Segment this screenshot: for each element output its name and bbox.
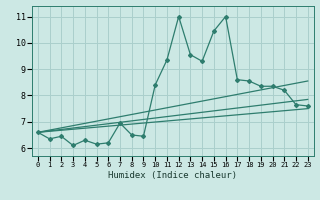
X-axis label: Humidex (Indice chaleur): Humidex (Indice chaleur): [108, 171, 237, 180]
